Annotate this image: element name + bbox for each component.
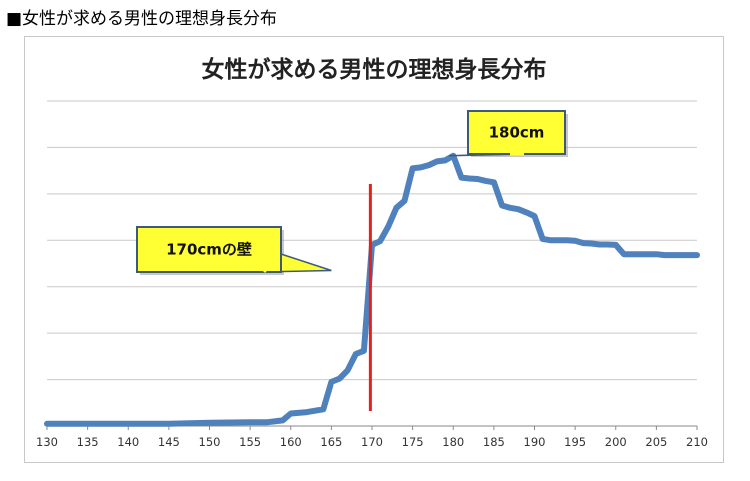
x-tick-label: 155	[239, 435, 261, 449]
x-tick-label: 145	[158, 435, 180, 449]
x-tick-label: 195	[564, 435, 586, 449]
x-tick-label: 165	[320, 435, 342, 449]
x-tick-label: 140	[117, 435, 139, 449]
series-layer	[44, 152, 700, 427]
callout-170cm-wall-box	[136, 226, 282, 273]
series-line	[44, 152, 700, 427]
x-tick-label: 205	[645, 435, 667, 449]
x-tick-label: 160	[280, 435, 302, 449]
page-heading: ■女性が求める男性の理想身長分布	[6, 9, 278, 29]
x-tick-label: 190	[524, 435, 546, 449]
x-tick-label: 200	[605, 435, 627, 449]
x-tick-label: 175	[402, 435, 424, 449]
x-tick-label: 185	[483, 435, 505, 449]
callout-170cm-wall-label: 170cmの壁	[166, 241, 252, 259]
x-tick-label: 130	[36, 435, 58, 449]
callout-180cm-label: 180cm	[489, 124, 545, 142]
callouts-layer: 180cm 170cmの壁	[136, 110, 568, 275]
x-tick-label: 170	[361, 435, 383, 449]
gridlines	[47, 100, 697, 381]
x-tick-label: 210	[686, 435, 708, 449]
x-axis: 130 135 140 145 150 155 160 165 170 175 180 185 190 1…	[36, 425, 708, 449]
callout-170cm-wall-seam	[262, 253, 281, 273]
x-tick-label: 180	[442, 435, 464, 449]
x-tick-label: 150	[199, 435, 221, 449]
x-tick-label: 135	[77, 435, 99, 449]
chart-title: 女性が求める男性の理想身長分布	[202, 56, 547, 83]
